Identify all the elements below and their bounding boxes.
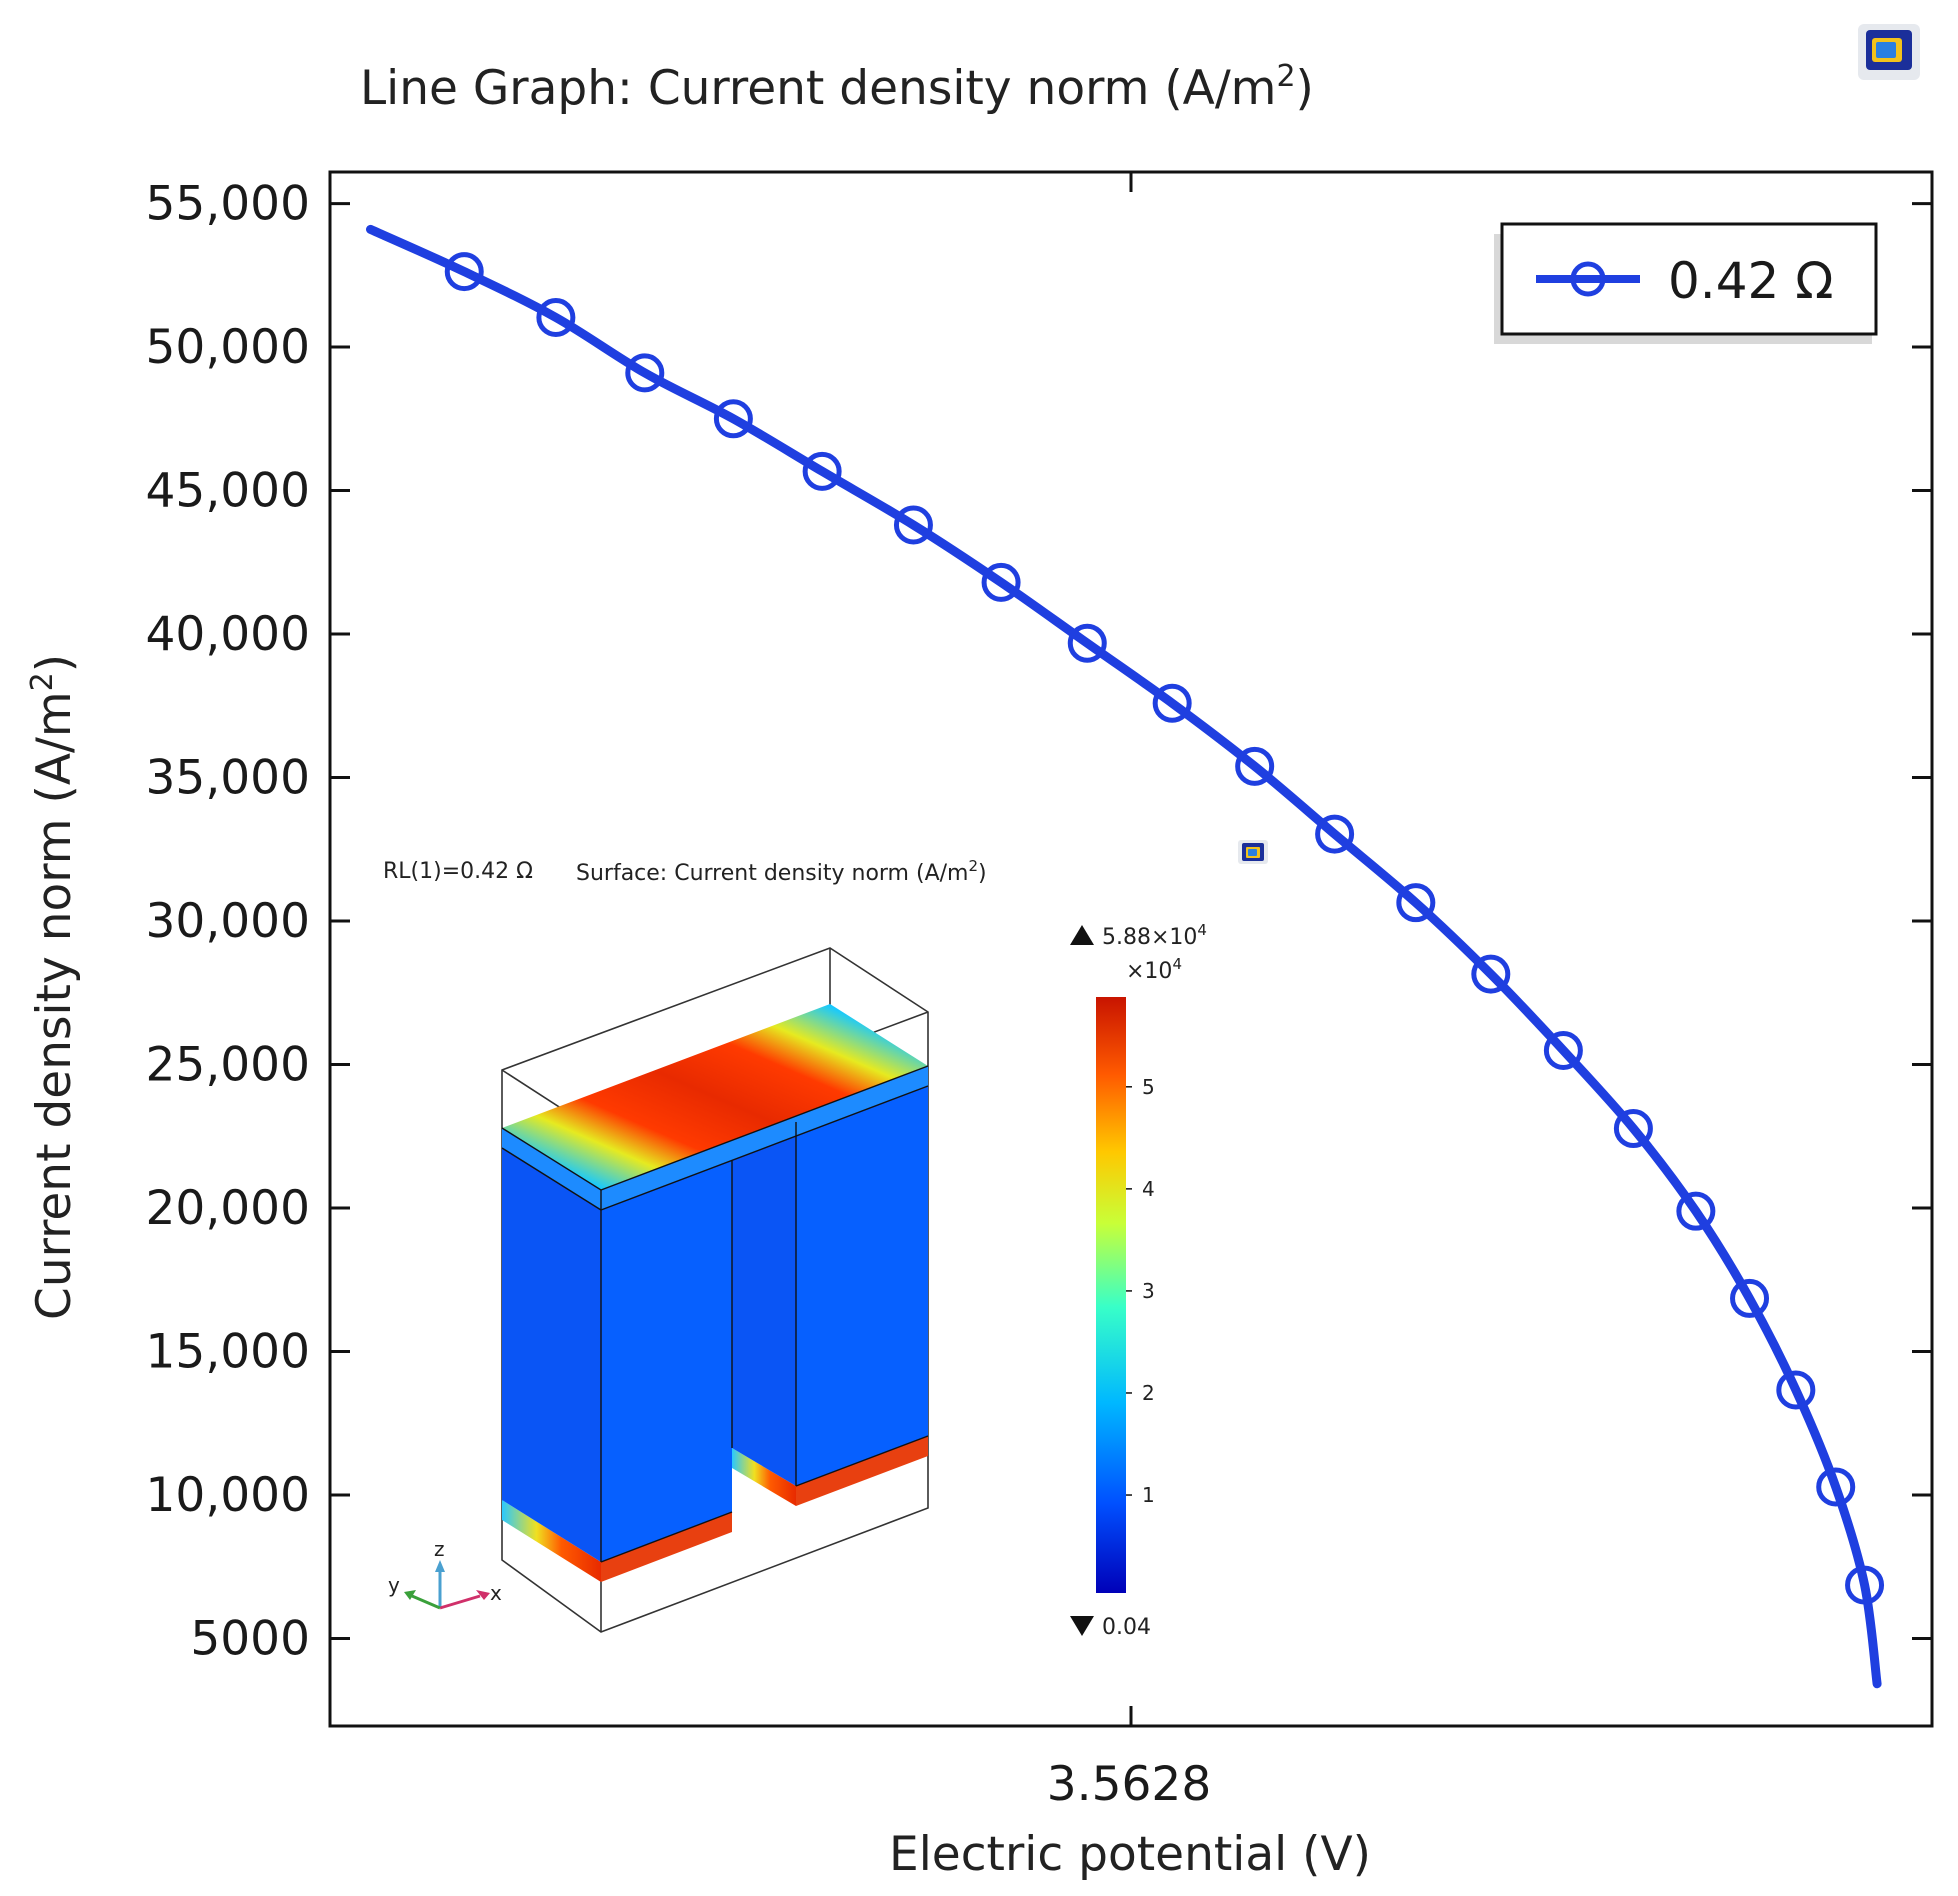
axes-triad-icon: z x y: [388, 1537, 502, 1610]
data-point: [1315, 814, 1355, 854]
y-axis: 5000 10,000 15,000 20,000 25,000 30,000 35,000…: [146, 177, 1932, 1666]
y-tick-label: 5000: [190, 1611, 310, 1666]
inset-surface-plot: RL(1)=0.42 Ω Surface: Current density no…: [383, 840, 1268, 1640]
data-point: [802, 451, 842, 491]
data-point: [1396, 883, 1436, 923]
y-tick-label: 35,000: [146, 751, 310, 806]
series-line: [366, 224, 1882, 1689]
y-tick-label: 50,000: [146, 320, 310, 375]
x-axis: 3.5628: [1047, 172, 1211, 1812]
data-point: [1067, 623, 1107, 663]
y-tick-label: 55,000: [146, 177, 310, 232]
y-tick-label: 15,000: [146, 1324, 310, 1379]
y-tick-label: 40,000: [146, 607, 310, 662]
3d-geometry: [501, 947, 929, 1633]
data-point: [713, 399, 753, 439]
data-point: [1776, 1370, 1816, 1410]
colorbar-tick-label: 4: [1142, 1177, 1155, 1201]
data-point: [981, 562, 1021, 602]
data-point: [625, 353, 665, 393]
y-tick-label: 45,000: [146, 464, 310, 519]
data-point: [893, 505, 933, 545]
x-axis-title: Electric potential (V): [889, 1827, 1371, 1882]
legend-marker-swatch: [1570, 261, 1606, 297]
data-point: [1543, 1030, 1583, 1070]
y-tick-label: 20,000: [146, 1181, 310, 1236]
data-point: [1235, 746, 1275, 786]
x-tick-label: 3.5628: [1047, 1757, 1211, 1812]
data-point: [1613, 1109, 1653, 1149]
inset-parameter-label: RL(1)=0.42 Ω: [383, 859, 533, 884]
triad-x-label: x: [490, 1581, 502, 1605]
comsol-logo-icon: [1858, 24, 1920, 80]
y-tick-label: 30,000: [146, 894, 310, 949]
data-point: [1730, 1278, 1770, 1318]
legend: 0.42 Ω: [1494, 222, 1878, 344]
data-point: [1845, 1565, 1885, 1605]
triad-y-label: y: [388, 1573, 400, 1597]
data-point: [1152, 683, 1192, 723]
colorbar-tick-label: 1: [1142, 1483, 1155, 1507]
colorbar-ramp: [1096, 997, 1126, 1593]
data-point: [536, 297, 576, 337]
colorbar-tick-label: 5: [1142, 1075, 1155, 1099]
data-point: [1816, 1467, 1856, 1507]
series-0-42-ohm: [366, 224, 1885, 1689]
min-triangle-icon: [1070, 1616, 1094, 1636]
y-tick-label: 25,000: [146, 1038, 310, 1093]
comsol-logo-small-icon: [1238, 840, 1268, 864]
max-triangle-icon: [1070, 925, 1094, 945]
legend-entry-label: 0.42 Ω: [1668, 252, 1833, 310]
colorbar-scale-label: ×104: [1126, 955, 1182, 984]
y-tick-label: 10,000: [146, 1468, 310, 1523]
data-point: [1471, 954, 1511, 994]
colorbar-tick-label: 3: [1142, 1279, 1155, 1303]
colorbar: 5.88×104 ×104 5 4 3 2 1 0.04: [1070, 921, 1207, 1640]
colorbar-tick-label: 2: [1142, 1381, 1155, 1405]
colorbar-max-label: 5.88×104: [1102, 921, 1207, 950]
inset-title: Surface: Current density norm (A/m2): [576, 857, 987, 886]
y-axis-title: Current density norm (A/m2): [25, 654, 82, 1320]
chart-title: Line Graph: Current density norm (A/m2): [360, 59, 1314, 116]
data-point: [1676, 1191, 1716, 1231]
triad-z-label: z: [434, 1537, 445, 1561]
colorbar-min-label: 0.04: [1102, 1615, 1151, 1640]
data-point: [444, 252, 484, 292]
